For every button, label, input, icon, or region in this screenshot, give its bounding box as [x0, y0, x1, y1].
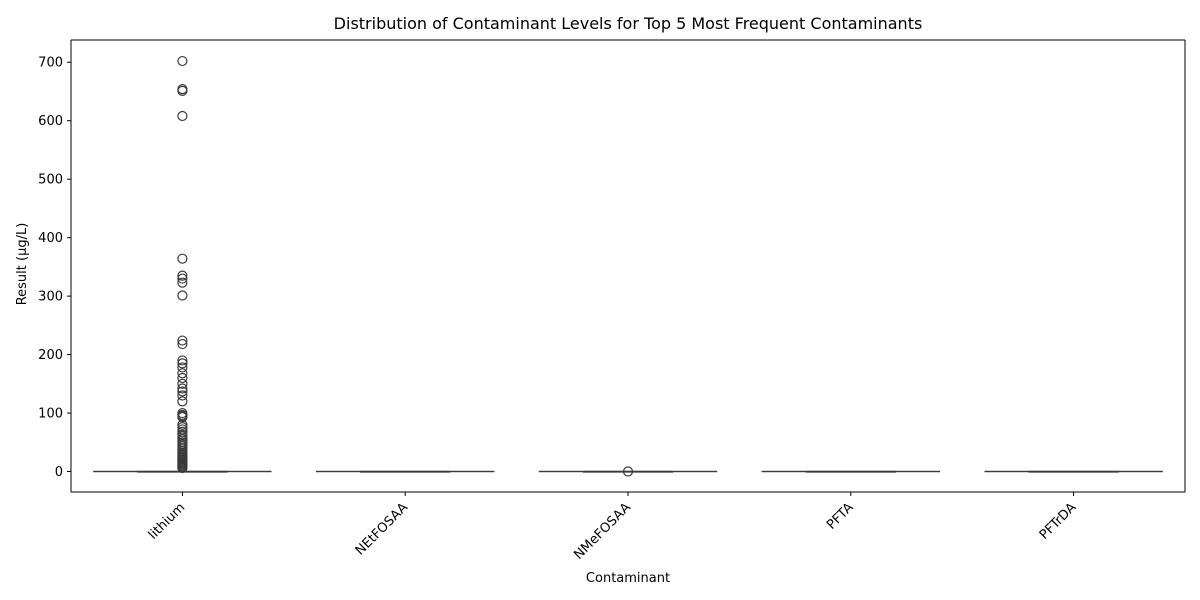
y-tick-label: 500: [38, 173, 63, 188]
box-NEtFOSAA: [316, 470, 495, 473]
outlier-point: [177, 396, 188, 407]
y-tick-label: 0: [55, 465, 63, 480]
box-PFTrDA: [984, 470, 1163, 473]
y-tick-label: 400: [38, 231, 63, 246]
y-tick-label: 700: [38, 56, 63, 71]
outlier-point: [622, 466, 634, 477]
y-tick-label: 300: [38, 290, 63, 305]
outlier-point: [177, 390, 188, 401]
box-NMeFOSAA: [538, 466, 718, 477]
box-PFTA: [761, 470, 940, 473]
outlier-point: [177, 462, 188, 474]
x-axis-label: Contaminant: [586, 571, 670, 586]
outlier-point: [177, 358, 188, 369]
outlier-point: [177, 110, 188, 122]
outlier-point: [177, 378, 188, 389]
y-axis-label: Result (µg/L): [15, 223, 30, 306]
outlier-point: [177, 270, 188, 281]
y-tick-label: 200: [38, 348, 63, 363]
outlier-point: [177, 355, 188, 366]
outlier-point: [177, 386, 188, 397]
y-tick-label: 600: [38, 114, 63, 129]
outlier-point: [177, 335, 188, 346]
outlier-point: [177, 338, 188, 350]
box-lithium: [93, 55, 272, 474]
outlier-point: [177, 362, 188, 373]
outlier-point: [177, 290, 188, 301]
outlier-point: [177, 273, 188, 284]
outlier-point: [177, 383, 188, 394]
outlier-point: [177, 85, 188, 96]
outlier-point: [177, 55, 188, 67]
y-tick-label: 100: [38, 407, 63, 422]
outlier-point: [177, 372, 188, 384]
y-axis: 0 100 200 300 400 500 600 700: [38, 40, 1186, 492]
chart-title: Distribution of Contaminant Levels for T…: [334, 14, 923, 33]
plot-area: [93, 55, 1163, 477]
outlier-point: [177, 412, 188, 423]
outlier-point: [177, 277, 188, 288]
outlier-point: [177, 253, 188, 264]
outlier-point: [177, 368, 188, 379]
